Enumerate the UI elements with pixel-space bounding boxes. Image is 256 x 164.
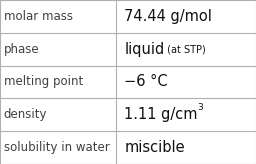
Text: solubility in water: solubility in water xyxy=(4,141,110,154)
Text: −6 °C: −6 °C xyxy=(124,74,168,90)
Text: 1.11 g/cm: 1.11 g/cm xyxy=(124,107,198,122)
Text: 3: 3 xyxy=(198,103,204,112)
Text: miscible: miscible xyxy=(124,140,185,155)
Text: (at STP): (at STP) xyxy=(164,44,206,54)
Text: 74.44 g/mol: 74.44 g/mol xyxy=(124,9,212,24)
Text: molar mass: molar mass xyxy=(4,10,73,23)
Text: melting point: melting point xyxy=(4,75,83,89)
Text: liquid: liquid xyxy=(124,42,164,57)
Text: density: density xyxy=(4,108,47,121)
Text: phase: phase xyxy=(4,43,39,56)
